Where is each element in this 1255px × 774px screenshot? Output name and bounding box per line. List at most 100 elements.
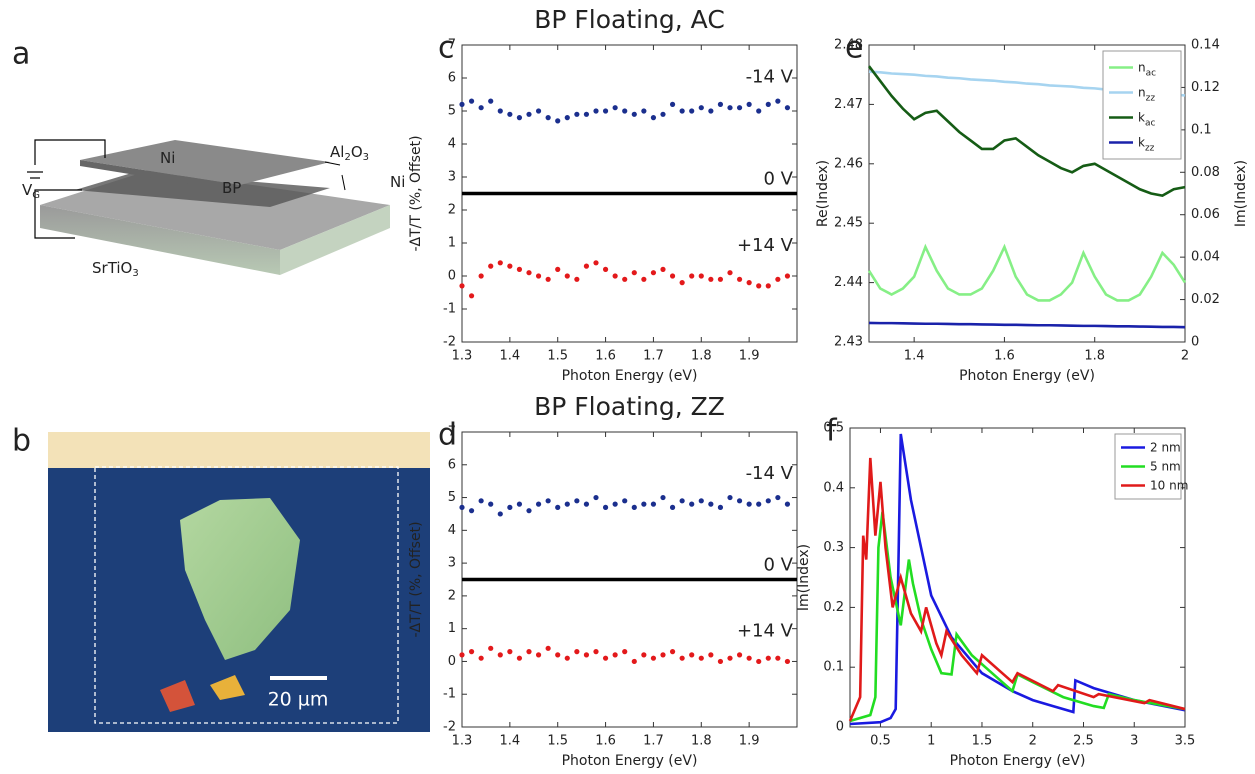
y2-tick-label: 0.08 [1191,165,1220,180]
subscript: 2 [344,152,350,163]
y-tick-label: 3 [448,556,456,571]
data-point [574,111,580,117]
data-point [612,105,618,111]
x-tick-label: 1.6 [994,349,1015,364]
data-point [459,504,465,510]
data-point [746,101,752,107]
data-point [784,501,791,507]
y-axis-label: Re(Index) [815,160,831,227]
data-point [478,105,484,111]
x-tick-label: 1 [927,734,935,749]
scale-bar-label: 20 µm [268,689,329,711]
data-point [775,98,781,104]
data-point [526,270,532,276]
label-part: Al [330,143,344,161]
data-point [593,260,599,266]
y-axis-label: -ΔT/T (%, Offset) [408,135,424,251]
subscript: 3 [132,268,138,279]
data-point [679,498,685,504]
y-axis-label: Im(Index) [796,544,812,611]
data-point [459,283,465,289]
y-tick-label: 5 [448,104,456,119]
y2-tick-label: 0.06 [1191,207,1220,222]
schematic [27,139,390,275]
y2-tick-label: 0 [1191,335,1199,350]
legend-label: nac [1138,60,1156,78]
data-point [727,270,733,276]
data-point [736,652,743,658]
legend-label: 5 nm [1150,459,1181,473]
x-tick-label: 1.6 [595,734,616,749]
data-point [564,115,570,121]
label-part: SrTiO [92,259,132,277]
data-point [756,108,762,114]
data-point [574,276,580,282]
data-point [535,273,542,279]
legend-subscript: zz [1146,93,1156,103]
data-point [708,501,714,507]
flake [160,680,195,712]
pointer [324,161,341,166]
data-point [650,501,657,507]
data-point [516,501,523,507]
y-tick-label: 1 [448,621,456,636]
data-point [756,501,762,507]
data-point [746,655,752,661]
legend-name: 5 nm [1150,459,1181,473]
data-point [574,498,580,504]
micrograph [48,432,430,732]
y-tick-label: 1 [448,236,456,251]
legend-name: k [1138,135,1145,149]
y2-tick-label: 0.04 [1191,250,1220,265]
x-tick-label: 1.4 [500,349,521,364]
data-point [641,108,647,114]
data-point [488,501,494,507]
x-tick-label: 2.5 [1073,734,1094,749]
y-tick-label: 2.47 [834,97,863,112]
schematic-label: Ni [160,149,175,167]
data-point [612,652,618,658]
data-point [689,501,695,507]
data-point [679,108,685,114]
legend-name: n [1138,60,1146,74]
y-tick-label: 6 [448,457,456,472]
x-tick-label: 1.8 [691,349,712,364]
data-point [459,101,465,107]
x-tick-label: 1.5 [547,349,568,364]
x-tick-label: 1.8 [1084,349,1105,364]
x-tick-label: 1.4 [500,734,521,749]
data-point [535,501,542,507]
y2-tick-label: 0.12 [1191,80,1220,95]
y2-tick-label: 0.14 [1191,38,1220,53]
data-point [507,649,513,655]
data-point [669,101,676,107]
reference-label: 0 V [764,169,794,190]
legend-label: 2 nm [1150,440,1181,454]
data-point [650,270,657,276]
y-tick-label: 3 [448,170,456,185]
data-point [612,273,618,279]
data-point [545,645,551,651]
x-tick-label: 1.6 [595,349,616,364]
legend-label: nzz [1138,85,1155,103]
x-tick-label: 2 [1181,349,1189,364]
ni-edge [80,160,240,192]
data-point [555,652,561,658]
label-part: BP [222,179,241,197]
data-point [669,504,676,510]
schematic-label: Ni [390,173,405,191]
data-point [574,649,580,655]
y-tick-label: 2.43 [834,335,863,350]
data-point [660,111,666,117]
data-point [583,501,590,507]
data-point [727,494,733,501]
legend-name: k [1138,110,1145,124]
data-point [507,504,513,510]
x-tick-label: 1.9 [739,349,760,364]
data-point [488,645,494,651]
legend-label: kzz [1138,135,1155,153]
series-line [849,433,1186,726]
x-tick-label: 1.7 [643,734,664,749]
x-tick-label: 1.4 [904,349,925,364]
